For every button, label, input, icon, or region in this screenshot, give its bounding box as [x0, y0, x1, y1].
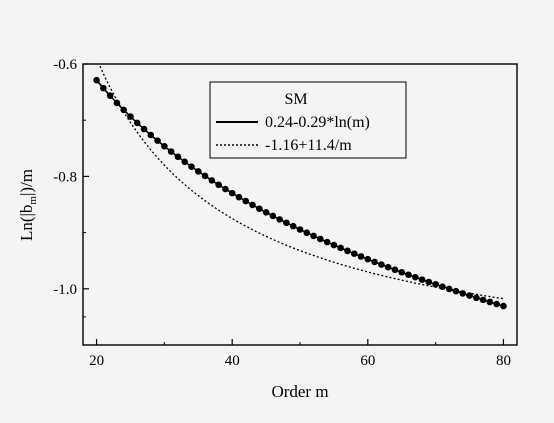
data-point — [323, 238, 331, 246]
data-point — [140, 125, 148, 133]
data-point — [378, 261, 385, 268]
y-tick-label: -0.6 — [53, 57, 77, 73]
data-point — [256, 205, 263, 212]
data-point — [452, 287, 460, 295]
data-point — [174, 153, 182, 161]
y-tick-label: -0.8 — [53, 169, 77, 185]
data-point — [391, 266, 399, 274]
legend-box — [209, 81, 407, 159]
data-point — [276, 216, 283, 223]
data-point — [93, 76, 100, 84]
data-point — [249, 201, 256, 209]
data-point — [161, 142, 168, 150]
data-point — [181, 158, 189, 166]
data-point — [303, 229, 311, 237]
data-markers — [93, 76, 507, 310]
data-point — [473, 294, 480, 302]
data-point — [167, 148, 175, 155]
data-point — [120, 106, 127, 114]
legend-entry-log: 0.24-0.29*ln(m) — [265, 114, 370, 131]
data-point — [208, 177, 216, 184]
data-point — [222, 185, 229, 193]
legend-entry-reciprocal: -1.16+11.4/m — [265, 137, 352, 154]
data-point — [154, 137, 161, 145]
x-tick-label: 60 — [360, 353, 375, 369]
data-point — [439, 283, 446, 290]
y-axis-label-subscript: m — [27, 196, 39, 205]
data-point — [283, 219, 290, 227]
data-point — [350, 250, 358, 257]
data-point — [133, 119, 141, 127]
y-tick-label: -1.0 — [53, 282, 77, 298]
y-axis-label: Ln(|bm|)/m — [17, 169, 39, 241]
data-point — [296, 226, 304, 233]
data-point — [411, 273, 419, 281]
data-point — [228, 189, 236, 197]
data-point — [201, 172, 209, 180]
data-point — [289, 222, 297, 230]
data-point — [418, 276, 426, 283]
data-point — [445, 285, 453, 293]
data-point — [425, 278, 433, 286]
data-point — [100, 84, 107, 92]
data-point — [147, 131, 155, 139]
data-point — [317, 235, 324, 243]
data-point — [310, 232, 317, 240]
y-axis-ticks: -1.0 -0.8 -0.6 — [53, 57, 89, 318]
x-tick-label: 20 — [89, 353, 104, 369]
data-point — [479, 296, 487, 304]
y-axis-label-main: Ln(|b — [17, 205, 36, 241]
data-point — [486, 298, 494, 306]
data-point — [405, 271, 412, 279]
legend: SM 0.24-0.29*ln(m) -1.16+11.4/m — [209, 81, 407, 159]
x-tick-label: 80 — [496, 353, 511, 369]
x-axis-label: Order m — [271, 382, 328, 401]
data-point — [344, 247, 351, 255]
data-point — [127, 113, 134, 120]
data-point — [384, 263, 392, 271]
data-point — [398, 268, 406, 276]
data-point — [466, 292, 473, 299]
data-point — [364, 255, 372, 263]
data-point — [269, 212, 277, 220]
x-axis-ticks: 20 40 60 80 — [89, 339, 511, 369]
data-point — [432, 281, 439, 288]
data-point — [106, 92, 114, 99]
data-point — [459, 290, 467, 297]
data-point — [493, 300, 500, 308]
data-point — [242, 197, 250, 205]
data-point — [113, 99, 121, 107]
data-point — [330, 241, 338, 249]
x-tick-label: 40 — [225, 353, 240, 369]
data-point — [371, 258, 378, 266]
data-point — [262, 209, 270, 216]
data-point — [235, 193, 243, 201]
data-point — [188, 163, 195, 170]
data-point — [215, 181, 222, 189]
data-point — [194, 168, 202, 175]
y-axis-label-end: |)/m — [17, 169, 36, 196]
data-point — [357, 253, 365, 260]
legend-title: SM — [284, 91, 307, 108]
data-point — [500, 302, 507, 310]
data-point — [337, 244, 344, 252]
